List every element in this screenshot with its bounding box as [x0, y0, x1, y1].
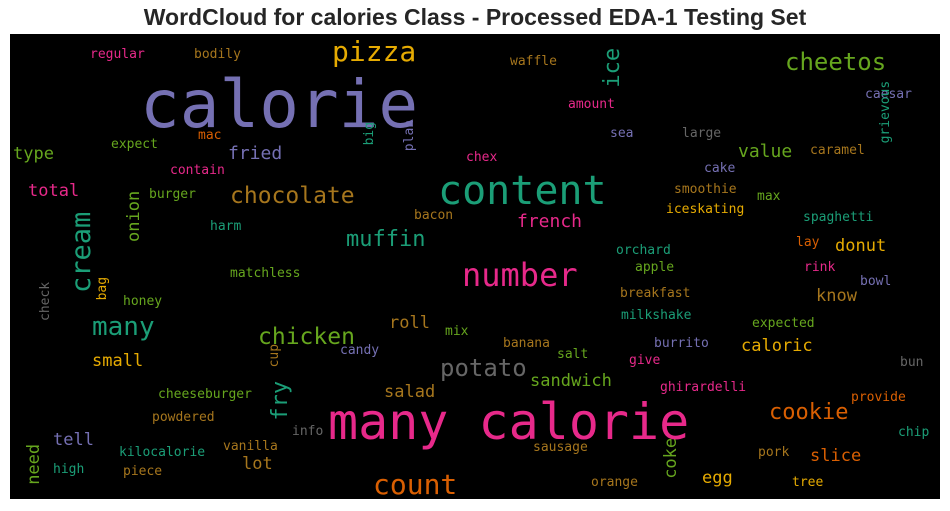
- word-caloric: caloric: [741, 336, 813, 356]
- word-number: number: [462, 256, 578, 294]
- word-high: high: [53, 462, 85, 477]
- word-info: info: [292, 424, 324, 439]
- word-slice: slice: [810, 446, 862, 466]
- word-onion: onion: [124, 190, 144, 242]
- word-chicken: chicken: [258, 324, 355, 350]
- word-bodily: bodily: [194, 47, 241, 62]
- word-lot: lot: [242, 454, 273, 474]
- word-regular: regular: [90, 47, 145, 62]
- word-fry: fry: [268, 380, 293, 421]
- word-many-calorie: many calorie: [328, 393, 690, 451]
- word-total: total: [28, 181, 80, 201]
- word-pizza: pizza: [332, 35, 417, 68]
- word-milkshake: milkshake: [621, 308, 692, 323]
- word-lay: lay: [796, 235, 820, 250]
- word-give: give: [629, 353, 661, 368]
- word-orchard: orchard: [616, 243, 671, 258]
- word-donut: donut: [835, 236, 887, 256]
- word-burger: burger: [149, 187, 196, 202]
- word-iceskating: iceskating: [666, 202, 745, 217]
- word-rink: rink: [804, 260, 836, 275]
- word-small: small: [92, 351, 144, 371]
- word-burrito: burrito: [654, 336, 709, 351]
- word-kilocalorie: kilocalorie: [119, 445, 206, 460]
- word-plan: plan: [402, 119, 417, 152]
- word-mix: mix: [445, 324, 469, 339]
- word-caesar: caesar: [865, 87, 912, 102]
- word-bun: bun: [900, 355, 924, 370]
- word-ghirardelli: ghirardelli: [660, 380, 747, 395]
- word-bacon: bacon: [414, 208, 454, 223]
- word-need: need: [24, 443, 44, 485]
- word-value: value: [738, 141, 793, 162]
- word-cake: cake: [704, 161, 736, 176]
- word-breakfast: breakfast: [620, 286, 691, 301]
- word-caramel: caramel: [810, 143, 865, 158]
- word-max: max: [757, 189, 781, 204]
- chart-title: WordCloud for calories Class - Processed…: [143, 4, 807, 30]
- word-matchless: matchless: [230, 266, 301, 281]
- word-bowl: bowl: [860, 274, 892, 289]
- wordcloud-canvas: calorie many calorie content number count piz…: [10, 34, 940, 499]
- word-pork: pork: [758, 445, 790, 460]
- word-muffin: muffin: [346, 227, 426, 252]
- word-sausage: sausage: [533, 440, 588, 455]
- word-amount: amount: [568, 97, 615, 112]
- word-sandwich: sandwich: [530, 371, 612, 391]
- word-cream: cream: [66, 211, 97, 293]
- word-apple: apple: [635, 260, 675, 275]
- word-chocolate: chocolate: [230, 183, 355, 209]
- word-honey: honey: [123, 294, 163, 309]
- word-candy: candy: [340, 343, 380, 358]
- word-ice: ice: [600, 47, 625, 88]
- word-cheetos: cheetos: [785, 48, 887, 76]
- word-smoothie: smoothie: [674, 182, 737, 197]
- word-cheeseburger: cheeseburger: [158, 387, 252, 402]
- word-orange: orange: [591, 475, 638, 490]
- word-waffle: waffle: [510, 54, 557, 69]
- word-big: big: [362, 121, 377, 146]
- word-many: many: [92, 312, 155, 342]
- word-count: count: [373, 468, 458, 499]
- word-french: french: [517, 211, 583, 232]
- word-potato: potato: [440, 354, 527, 382]
- word-mac: mac: [198, 128, 222, 143]
- word-tell: tell: [53, 430, 94, 450]
- word-contain: contain: [170, 163, 225, 178]
- word-calorie: calorie: [140, 66, 419, 143]
- word-content: content: [438, 168, 607, 214]
- word-check: check: [38, 281, 53, 321]
- word-spaghetti: spaghetti: [803, 210, 874, 225]
- word-salad: salad: [384, 382, 436, 402]
- word-piece: piece: [123, 464, 163, 479]
- word-expect: expect: [111, 137, 158, 152]
- word-banana: banana: [503, 336, 550, 351]
- word-chip: chip: [898, 425, 930, 440]
- word-egg: egg: [702, 468, 733, 488]
- word-cookie: cookie: [769, 400, 849, 425]
- word-fried: fried: [228, 143, 283, 164]
- word-powdered: powdered: [152, 410, 215, 425]
- word-roll: roll: [389, 313, 430, 333]
- word-sea: sea: [610, 126, 634, 141]
- word-harm: harm: [210, 219, 242, 234]
- word-chex: chex: [466, 150, 498, 165]
- word-provide: provide: [851, 390, 906, 405]
- word-cup: cup: [267, 343, 282, 368]
- word-expected: expected: [752, 316, 815, 331]
- word-coke: coke: [661, 437, 681, 479]
- word-know: know: [816, 286, 857, 306]
- word-salt: salt: [557, 347, 589, 362]
- word-bag: bag: [95, 276, 110, 301]
- word-type: type: [13, 144, 54, 164]
- word-vanilla: vanilla: [223, 439, 278, 454]
- word-grievous: grievous: [878, 80, 893, 144]
- word-large: large: [682, 126, 722, 141]
- word-tree: tree: [792, 475, 824, 490]
